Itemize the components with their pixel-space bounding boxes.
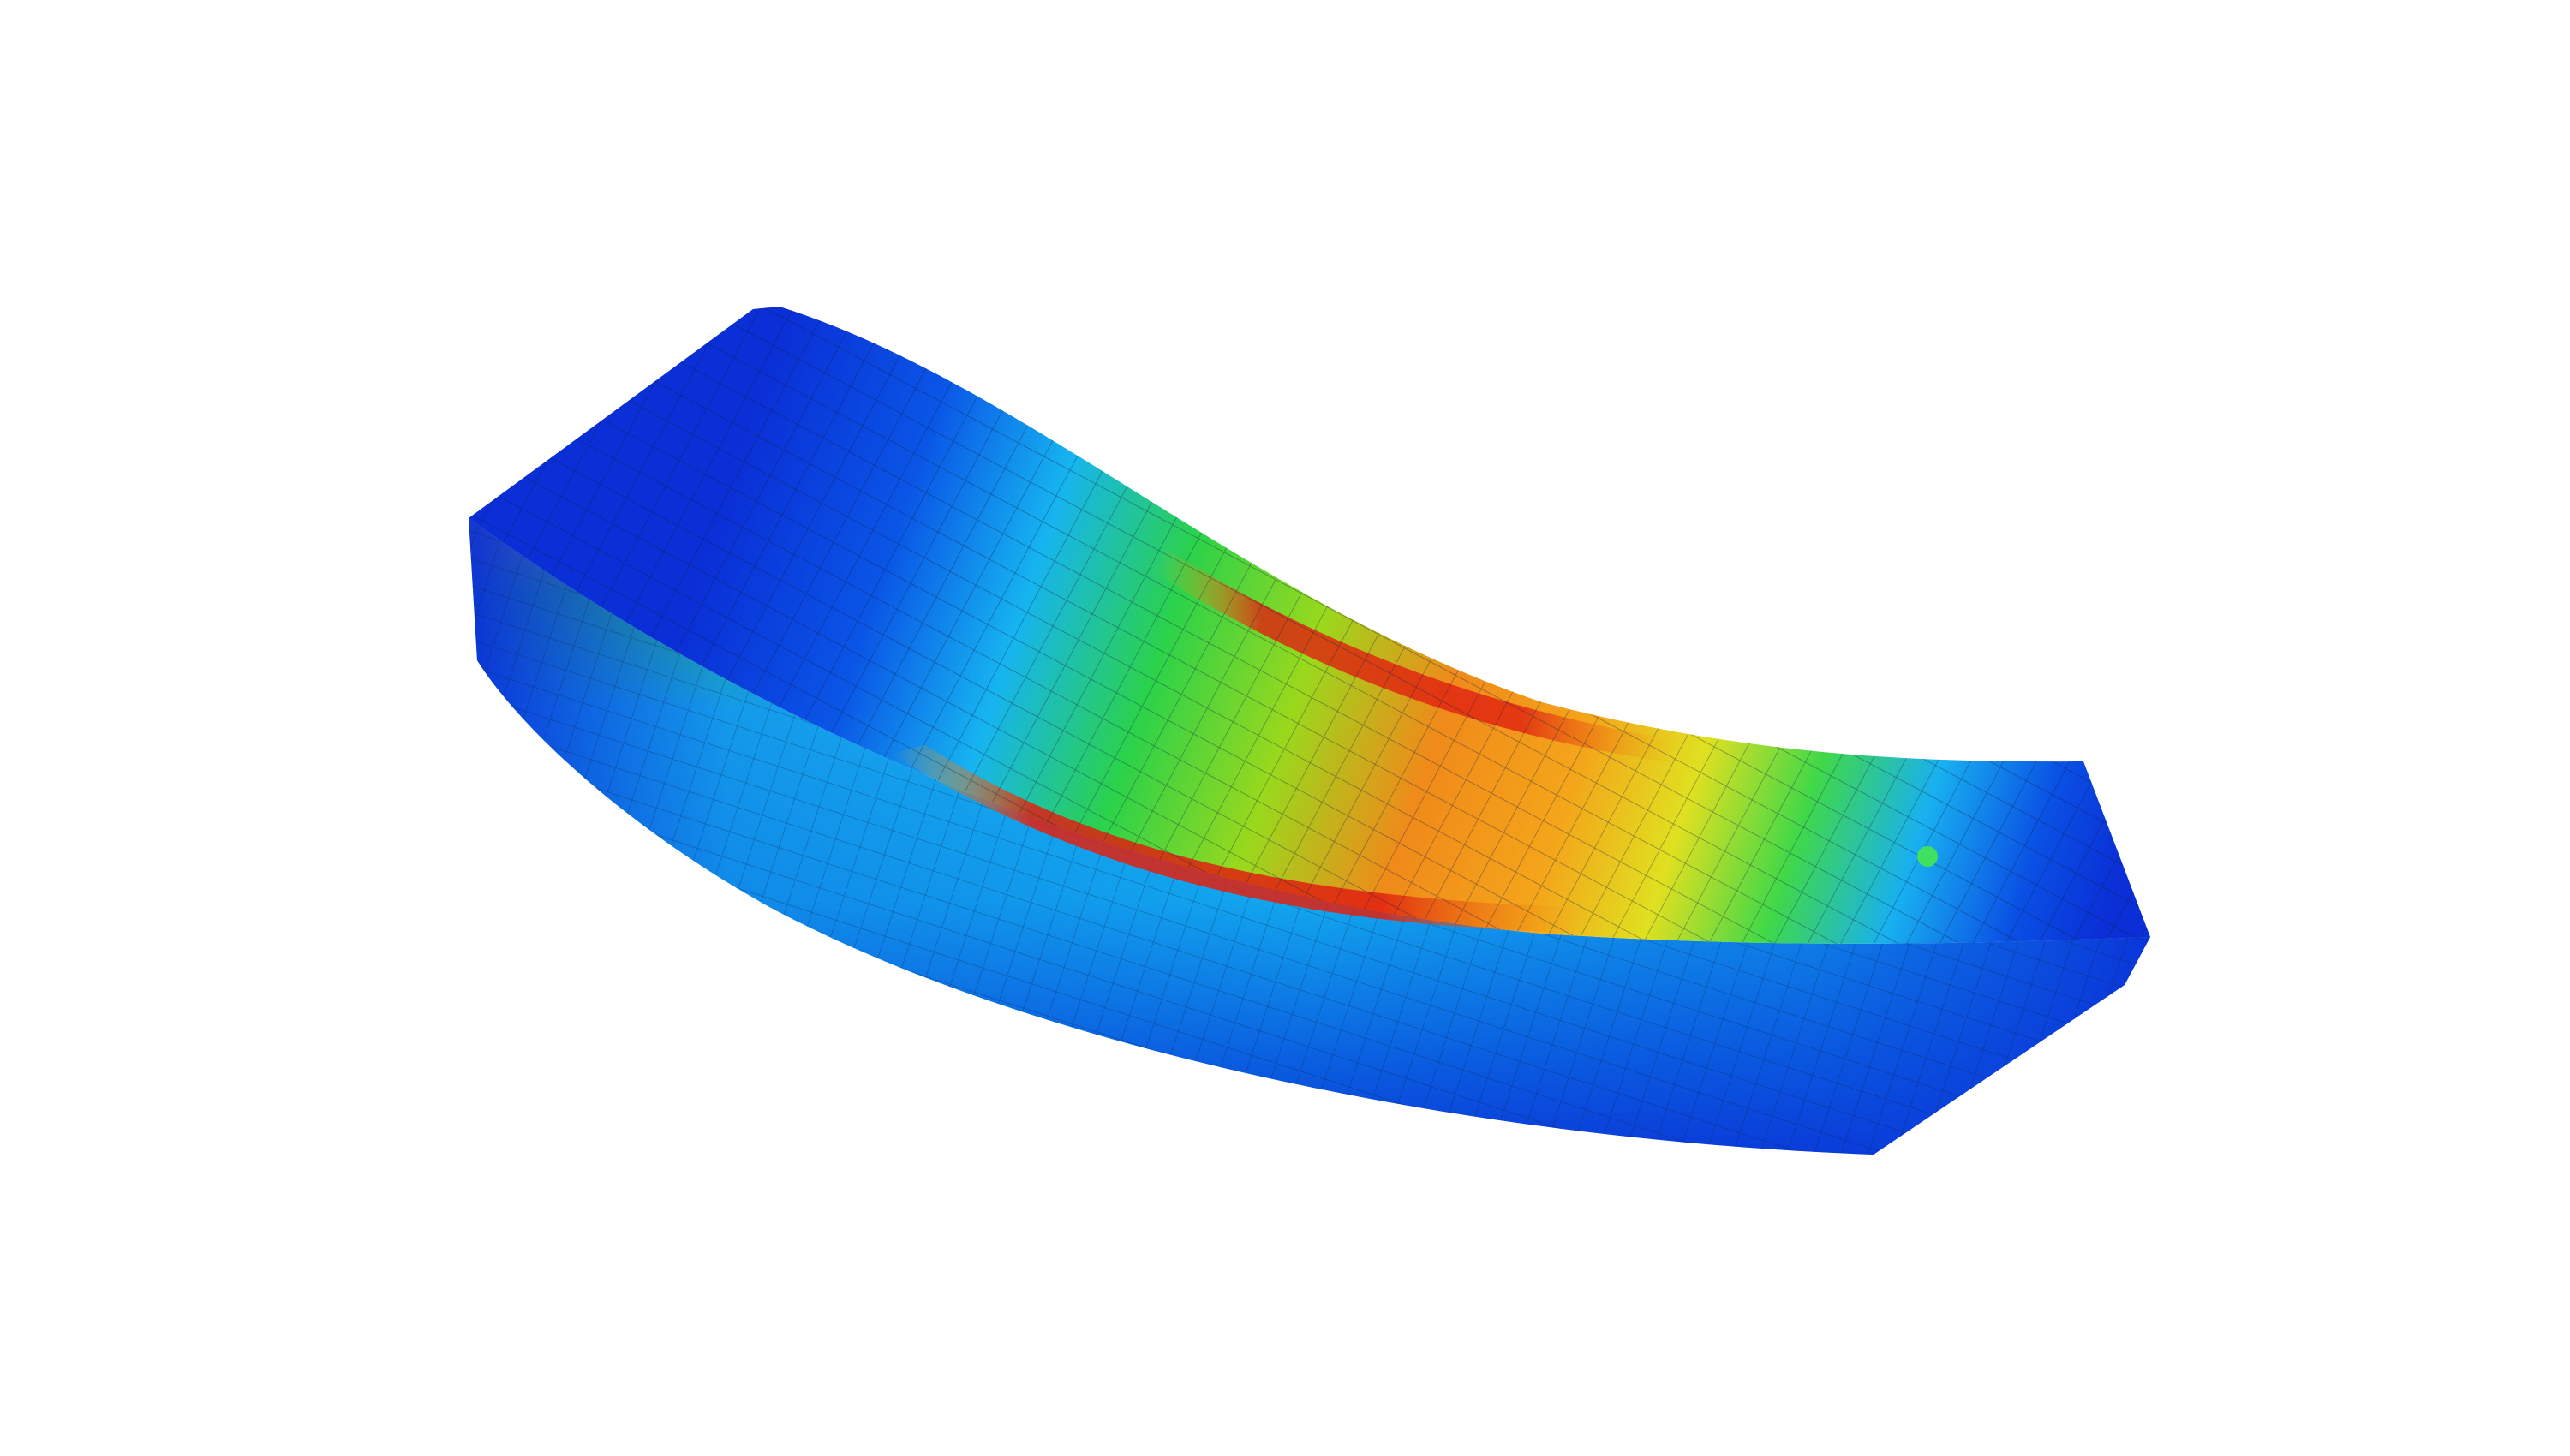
hotspot [1917,846,1938,867]
side-mesh [469,518,2150,1155]
top-mesh [469,307,2150,944]
